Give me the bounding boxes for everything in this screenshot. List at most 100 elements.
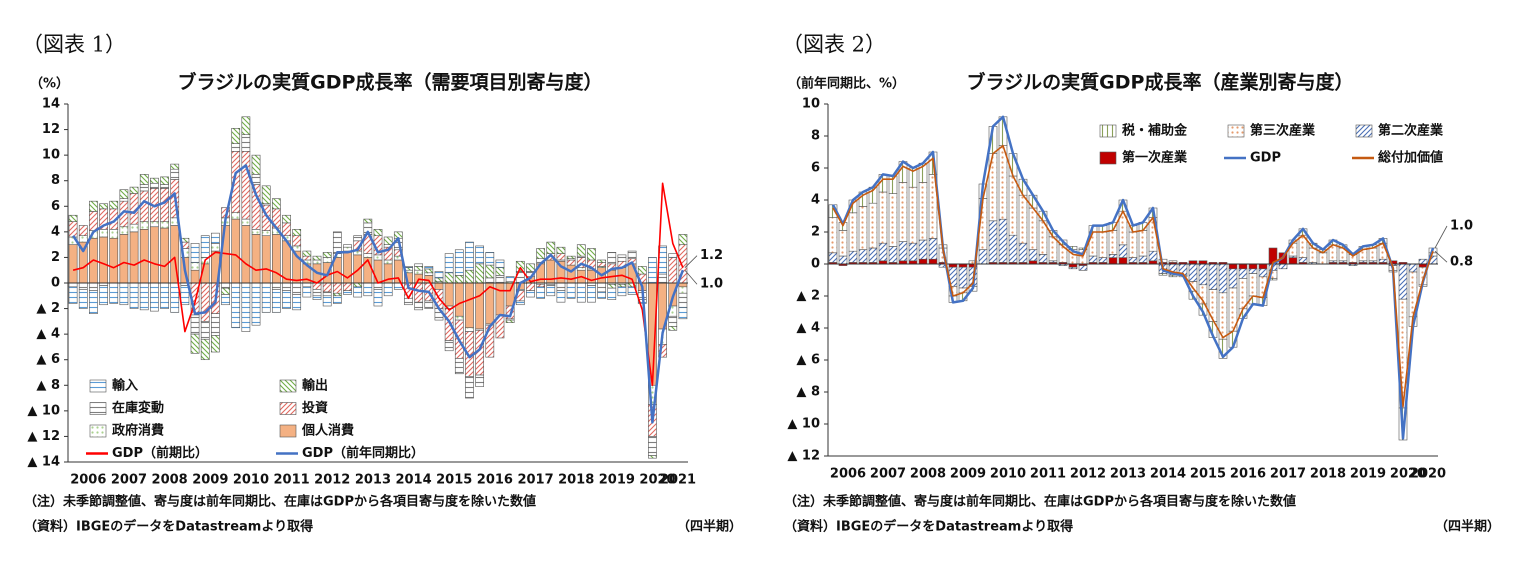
bar-segment xyxy=(241,225,251,284)
y-tick-label: ▲ 4 xyxy=(36,327,60,342)
x-tick-label: 2015 xyxy=(1190,467,1226,482)
bar-segment xyxy=(1078,265,1088,271)
bar-segment xyxy=(908,242,918,262)
bar-segment xyxy=(1118,244,1128,258)
bar-segment xyxy=(282,282,291,291)
figure-label: （図表 2） xyxy=(782,33,886,57)
x-tick-label: 2013 xyxy=(355,473,391,488)
bar-segment xyxy=(1158,258,1168,263)
bar-segment xyxy=(292,235,302,247)
bar-segment xyxy=(119,226,129,235)
bar-segment xyxy=(1168,274,1178,278)
bar-segment xyxy=(465,282,474,329)
note: （注）未季節調整値、寄与度は前年同期比、在庫はGDPから各項目寄与度を除いた数値 xyxy=(24,494,536,510)
bar-segment xyxy=(1068,266,1078,270)
bar-segment xyxy=(475,263,485,284)
bar-segment xyxy=(475,282,485,330)
bar-segment xyxy=(958,266,968,289)
y-tick-label: 10 xyxy=(42,148,60,163)
bar-segment xyxy=(312,259,322,265)
y-tick-label: ▲ 10 xyxy=(27,403,60,418)
bar-segment xyxy=(109,282,119,304)
bar-segment xyxy=(1318,252,1328,265)
legend-swatch xyxy=(1099,124,1117,138)
bar-segment xyxy=(68,214,78,222)
bar-segment xyxy=(444,282,454,307)
bar-segment xyxy=(1218,263,1228,294)
legend-label: 在庫変動 xyxy=(112,400,164,416)
bar-segment xyxy=(363,218,373,224)
bar-segment xyxy=(505,319,515,323)
bar-segment xyxy=(322,291,332,297)
bar-segment xyxy=(1028,207,1038,250)
bar-segment xyxy=(160,176,169,185)
bar-segment xyxy=(668,315,678,327)
bar-segment xyxy=(576,282,586,303)
bar-segment xyxy=(637,266,647,275)
bar-segment xyxy=(241,134,251,152)
legend-swatch xyxy=(1227,124,1245,138)
bar-segment xyxy=(99,229,108,238)
bar-segment xyxy=(251,282,261,326)
bar-segment xyxy=(302,286,312,298)
bar-segment xyxy=(536,248,545,260)
x-tick-label: 2020 xyxy=(1410,467,1446,482)
bar-segment xyxy=(129,223,139,233)
bar-segment xyxy=(332,231,342,254)
bar-segment xyxy=(1228,263,1238,270)
legend-label: 第三次産業 xyxy=(1250,123,1316,139)
bar-segment xyxy=(495,275,505,284)
x-tick-label: 2015 xyxy=(436,473,472,488)
label-leader xyxy=(684,255,698,268)
x-tick-label: 2009 xyxy=(192,473,228,488)
end-label: 1.0 xyxy=(700,277,723,292)
bar-segment xyxy=(373,289,383,307)
bar-segment xyxy=(454,315,464,321)
bar-segment xyxy=(383,236,393,245)
bar-segment xyxy=(828,252,838,263)
bar-segment xyxy=(373,229,383,236)
bar-segment xyxy=(211,313,220,336)
bar-segment xyxy=(424,268,434,274)
legend-swatch xyxy=(279,402,297,415)
y-tick-label: ▲ 2 xyxy=(796,289,820,304)
bar-segment xyxy=(878,191,888,244)
bar-segment xyxy=(1008,234,1018,263)
bar-segment xyxy=(434,277,444,283)
y-tick-label: 2 xyxy=(51,250,60,265)
bar-segment xyxy=(858,206,868,250)
bar-segment xyxy=(241,218,251,226)
x-tick-label: 2018 xyxy=(1310,467,1346,482)
bar-segment xyxy=(271,234,281,284)
bar-segment xyxy=(200,321,210,340)
bar-segment xyxy=(918,239,928,260)
series-line xyxy=(72,164,685,424)
bar-segment xyxy=(678,306,688,320)
bar-segment xyxy=(454,358,464,375)
bar-segment xyxy=(119,234,129,284)
bar-segment xyxy=(200,282,210,322)
x-tick-label: 2011 xyxy=(274,473,310,488)
bar-segment xyxy=(928,258,938,265)
bar-segment xyxy=(526,282,535,291)
bar-segment xyxy=(1378,258,1388,263)
bar-segment xyxy=(556,246,566,254)
bar-segment xyxy=(607,287,617,300)
bar-segment xyxy=(292,282,302,295)
x-tick-label: 2013 xyxy=(1110,467,1146,482)
bar-segment xyxy=(475,374,485,387)
y-tick-label: 2 xyxy=(811,225,820,240)
bar-segment xyxy=(1118,257,1128,265)
bar-segment xyxy=(648,257,657,284)
bar-segment xyxy=(251,229,261,235)
bar-segment xyxy=(109,237,119,284)
bar-segment xyxy=(150,226,159,284)
bar-segment xyxy=(78,225,88,236)
x-tick-label: 2006 xyxy=(70,473,106,488)
bar-segment xyxy=(332,295,342,304)
bar-segment xyxy=(1018,194,1028,244)
bar-segment xyxy=(495,282,505,316)
y-unit: （前年同期比、%） xyxy=(788,76,905,92)
legend-label: GDP（前期比） xyxy=(112,445,208,461)
bar-segment xyxy=(68,282,78,288)
